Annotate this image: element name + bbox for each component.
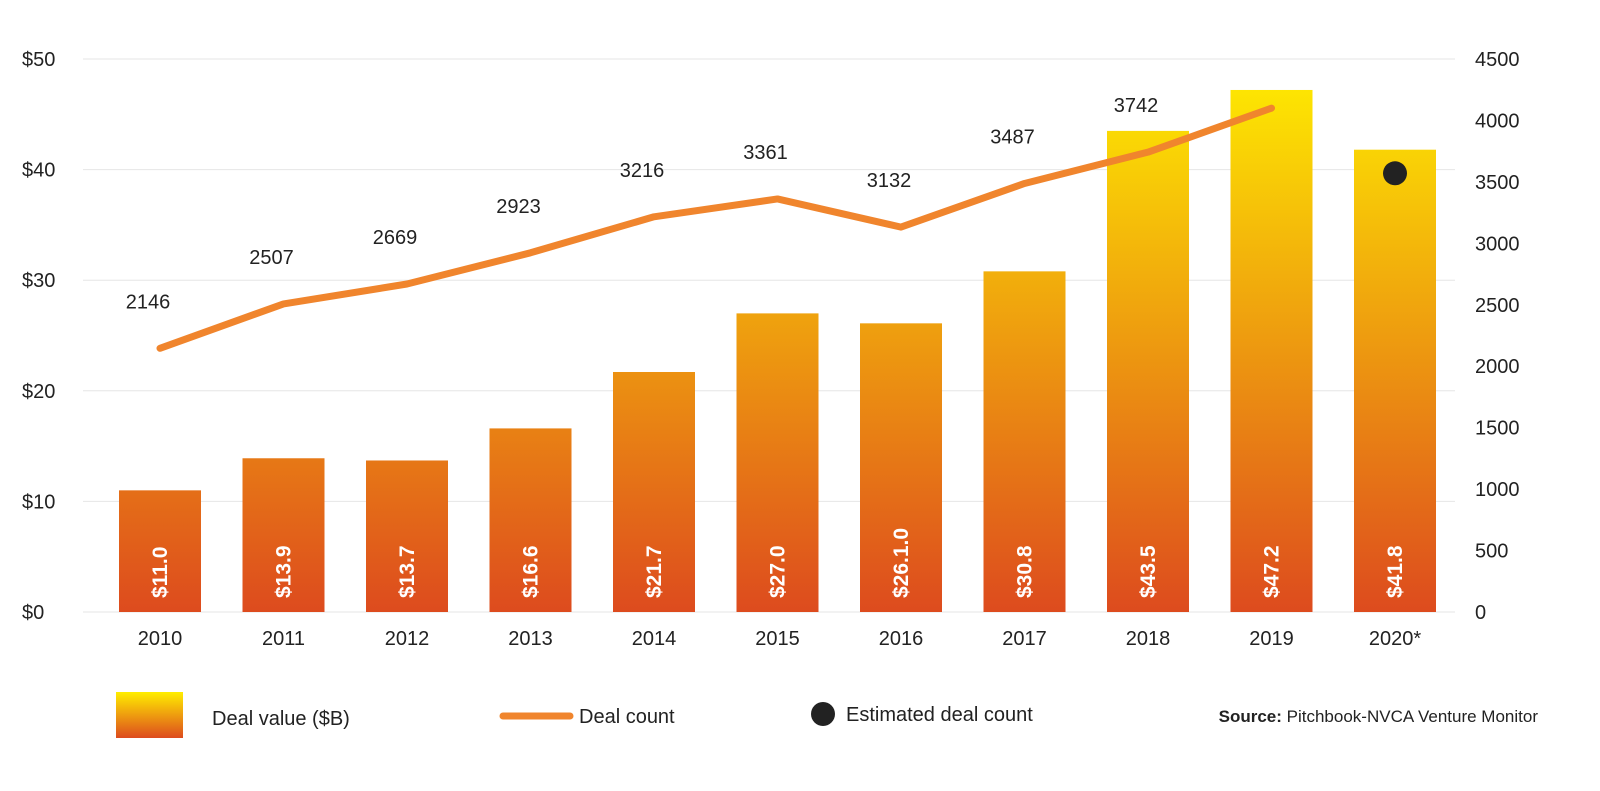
bar	[489, 428, 572, 612]
left-axis-tick: $30	[22, 270, 55, 292]
source-text: Pitchbook-NVCA Venture Monitor	[1287, 707, 1539, 726]
bar-value-label: $41.8	[1384, 545, 1407, 598]
axes: $0 $10 $20 $30 $40 $50 0 500 1000 1500 2000 2500 300…	[22, 49, 1520, 650]
x-axis-tick: 2016	[879, 628, 924, 650]
x-axis-tick: 2018	[1126, 628, 1171, 650]
deal-count-label: 3487	[990, 126, 1035, 148]
bar-value-label: $30.8	[1014, 545, 1037, 598]
deal-count-label: 3361	[743, 142, 788, 164]
bar	[119, 490, 201, 612]
deal-count-label: 3132	[867, 170, 912, 192]
x-axis-tick: 2015	[755, 628, 800, 650]
x-axis-tick: 2010	[138, 628, 183, 650]
right-axis-tick: 1000	[1475, 479, 1520, 501]
right-axis-tick: 3500	[1475, 172, 1520, 194]
deal-count-label: 2146	[126, 291, 171, 313]
bar	[860, 323, 942, 612]
bar	[366, 460, 448, 612]
x-axis-tick: 2019	[1249, 628, 1294, 650]
right-axis-tick: 3000	[1475, 233, 1520, 255]
left-axis-tick: $40	[22, 160, 55, 182]
deal-count-label: 3216	[620, 160, 665, 182]
bar	[736, 313, 819, 612]
right-axis-tick: 4500	[1475, 49, 1520, 71]
bar	[1354, 149, 1436, 612]
left-axis-tick: $10	[22, 491, 55, 513]
estimated-deal-count-point	[1383, 161, 1407, 186]
deal-count-polyline	[156, 104, 1275, 352]
bar-value-label: $21.7	[643, 545, 666, 598]
right-axis-tick: 500	[1475, 541, 1508, 563]
right-axis-tick: 4000	[1475, 110, 1520, 132]
bar-value-label: $26.1.0	[890, 528, 913, 598]
legend-deal-count-label: Deal count	[579, 706, 675, 728]
left-axis-tick: $50	[22, 49, 55, 71]
source-note: Source: Pitchbook-NVCA Venture Monitor	[1219, 707, 1539, 726]
x-axis-tick: 2011	[262, 628, 305, 650]
x-axis-tick: 2020*	[1369, 628, 1421, 650]
right-axis-tick: 1500	[1475, 418, 1520, 440]
x-axis-tick: 2012	[385, 628, 430, 650]
legend-estimated-label: Estimated deal count	[846, 704, 1033, 726]
right-axis-tick: 0	[1475, 602, 1486, 624]
bar	[1107, 130, 1189, 612]
deal-count-label: 2507	[249, 247, 294, 269]
legend: Deal value ($B) Deal count Estimated dea…	[116, 692, 1033, 738]
bar	[983, 271, 1066, 612]
legend-deal-value-label: Deal value ($B)	[212, 708, 350, 730]
bar-value-label: $13.9	[273, 545, 296, 598]
x-axis-tick: 2014	[632, 628, 677, 650]
deal-count-label: 2923	[496, 196, 541, 218]
bar-value-label: $47.2	[1261, 545, 1284, 598]
bar-value-label: $43.5	[1137, 545, 1160, 598]
bar-value-label: $11.0	[149, 547, 172, 598]
bar-value-label: $27.0	[767, 545, 790, 598]
x-axis-tick: 2017	[1002, 628, 1047, 650]
left-axis-tick: $20	[22, 381, 55, 403]
legend-deal-value-swatch	[116, 692, 183, 738]
right-axis-tick: 2000	[1475, 356, 1520, 378]
bar	[613, 371, 695, 612]
bar-value-label: $13.7	[396, 545, 419, 598]
bar	[1230, 89, 1313, 612]
source-label: Source:	[1219, 707, 1282, 726]
deal-count-label: 2669	[373, 227, 418, 249]
deal-count-label: 3742	[1114, 95, 1159, 117]
bar-value-label: $16.6	[520, 545, 543, 598]
legend-estimated-swatch	[811, 702, 835, 726]
x-axis-tick: 2013	[508, 628, 553, 650]
bar	[242, 458, 325, 612]
bars: $11.0 $13.9 $13.7 $16.6 $21.7 $27.0 $26.1.0 $30…	[119, 89, 1436, 612]
deal-count-line: 2146 2507 2669 2923 3216 3361 3132 3487 3742	[126, 95, 1407, 352]
left-axis-tick: $0	[22, 602, 44, 624]
right-axis-tick: 2500	[1475, 295, 1520, 317]
